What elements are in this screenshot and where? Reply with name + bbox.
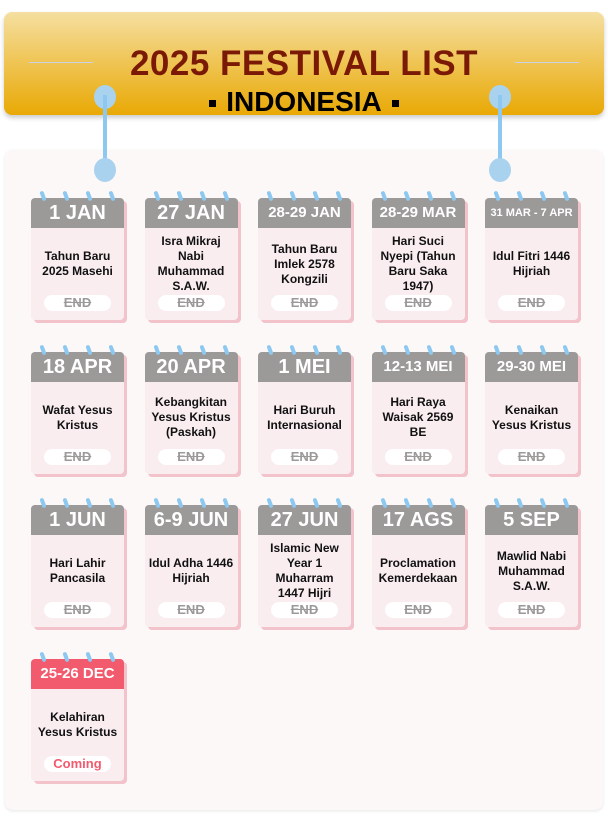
binder-rings-icon <box>493 497 570 509</box>
status-badge: END <box>384 602 452 618</box>
hanger-string <box>498 95 502 170</box>
festival-name: Hari Raya Waisak 2569 BE <box>382 395 454 439</box>
divider <box>29 62 93 63</box>
festival-card: 31 MAR - 7 APR Idul Fitri 1446 Hijriah E… <box>485 190 578 320</box>
binder-rings-icon <box>152 344 230 355</box>
festival-card: 17 AGS Proclamation Kemerdekaan END <box>371 497 465 627</box>
festival-card: 1 JAN Tahun Baru 2025 Masehi END <box>31 190 124 320</box>
subtitle-text: INDONESIA <box>226 86 382 117</box>
festival-name: Hari Lahir Pancasila <box>49 556 106 585</box>
festival-date: 6-9 JUN <box>144 505 238 535</box>
festival-card: 5 SEP Mawlid Nabi Muhammad S.A.W. END <box>485 497 578 627</box>
binder-rings-icon <box>266 344 343 355</box>
festival-date: 27 JUN <box>258 505 351 535</box>
country-subtitle: INDONESIA <box>4 86 604 118</box>
festival-card: 1 JUN Hari Lahir Pancasila END <box>31 497 124 627</box>
status-badge: END <box>44 295 111 311</box>
festival-date: 27 JAN <box>144 198 238 228</box>
festival-name: Kenaikan Yesus Kristus <box>491 402 572 432</box>
festival-card: 28-29 JAN Tahun Baru Imlek 2578 Kongzili… <box>258 190 351 320</box>
festival-name: Proclamation Kemerdekaan <box>378 556 458 585</box>
festival-card: 29-30 MEI Kenaikan Yesus Kristus END <box>485 344 578 474</box>
binder-rings-icon <box>266 497 343 509</box>
divider <box>515 62 579 63</box>
status-badge: END <box>157 295 225 311</box>
hanger-string <box>103 95 107 170</box>
festival-name: Wafat Yesus Kristus <box>42 402 113 432</box>
festival-name: Isra Mikraj Nabi Muhammad S.A.W. <box>157 234 225 293</box>
festival-name: Tahun Baru 2025 Masehi <box>42 249 113 278</box>
status-badge: END <box>157 602 225 618</box>
binder-rings-icon <box>379 190 457 202</box>
festival-name: Kelahiran Yesus Kristus <box>37 709 118 739</box>
status-badge: END <box>44 602 111 618</box>
festival-card: 18 APR Wafat Yesus Kristus END <box>31 344 124 474</box>
festival-card: 25-26 DEC Kelahiran Yesus Kristus Coming <box>31 651 124 781</box>
festival-name: Mawlid Nabi Muhammad S.A.W. <box>496 548 567 593</box>
festival-date: 31 MAR - 7 APR <box>485 198 578 228</box>
binder-rings-icon <box>39 497 116 509</box>
festival-date: 28-29 JAN <box>258 198 351 228</box>
festival-card: 27 JAN Isra Mikraj Nabi Muhammad S.A.W. … <box>144 190 238 320</box>
festival-name: Kebangkitan Yesus Kristus (Paskah) <box>151 395 231 439</box>
binder-rings-icon <box>39 651 116 662</box>
status-badge: END <box>44 448 111 465</box>
festival-date: 1 MEI <box>258 351 351 382</box>
festival-date: 25-26 DEC <box>31 658 124 689</box>
festival-date: 12-13 MEI <box>371 351 465 382</box>
status-badge: END <box>271 448 338 465</box>
status-badge: END <box>271 295 338 311</box>
binder-rings-icon <box>493 344 570 355</box>
status-badge: Coming <box>44 755 111 772</box>
hanger-knob-icon <box>94 158 116 182</box>
status-badge: END <box>157 448 225 465</box>
status-badge: END <box>498 295 565 311</box>
festival-name: Idul Adha 1446 Hijriah <box>148 556 234 585</box>
festival-card: 20 APR Kebangkitan Yesus Kristus (Paskah… <box>144 344 238 474</box>
festival-name: Hari Suci Nyepi (Tahun Baru Saka 1947) <box>380 234 456 293</box>
status-badge: END <box>498 448 565 465</box>
festival-card: 27 JUN Islamic New Year 1 Muharram 1447 … <box>258 497 351 627</box>
festival-card: 1 MEI Hari Buruh Internasional END <box>258 344 351 474</box>
festival-date: 28-29 MAR <box>371 198 465 228</box>
festival-date: 1 JUN <box>31 505 124 535</box>
festival-card: 6-9 JUN Idul Adha 1446 Hijriah END <box>144 497 238 627</box>
status-badge: END <box>271 602 338 618</box>
page-title: 2025 FESTIVAL LIST <box>129 44 479 83</box>
binder-rings-icon <box>266 190 343 202</box>
festival-name: Idul Fitri 1446 Hijriah <box>492 249 571 278</box>
binder-rings-icon <box>39 190 116 202</box>
festival-name: Tahun Baru Imlek 2578 Kongzili <box>271 241 338 286</box>
festival-date: 18 APR <box>31 351 124 382</box>
festival-card: 12-13 MEI Hari Raya Waisak 2569 BE END <box>371 344 465 474</box>
festival-date: 1 JAN <box>31 198 124 228</box>
festival-name: Hari Buruh Internasional <box>267 402 342 432</box>
binder-rings-icon <box>152 497 230 509</box>
festival-date: 29-30 MEI <box>485 351 578 382</box>
binder-rings-icon <box>379 497 457 509</box>
binder-rings-icon <box>493 190 570 202</box>
binder-rings-icon <box>379 344 457 355</box>
status-badge: END <box>384 448 452 465</box>
festival-date: 5 SEP <box>485 505 578 535</box>
status-badge: END <box>384 295 452 311</box>
hanger-knob-icon <box>489 158 511 182</box>
binder-rings-icon <box>152 190 230 202</box>
festival-date: 17 AGS <box>371 505 465 535</box>
binder-rings-icon <box>39 344 116 355</box>
festival-date: 20 APR <box>144 351 238 382</box>
festival-card: 28-29 MAR Hari Suci Nyepi (Tahun Baru Sa… <box>371 190 465 320</box>
status-badge: END <box>498 602 565 618</box>
festival-name: Islamic New Year 1 Muharram 1447 Hijri <box>270 541 339 600</box>
